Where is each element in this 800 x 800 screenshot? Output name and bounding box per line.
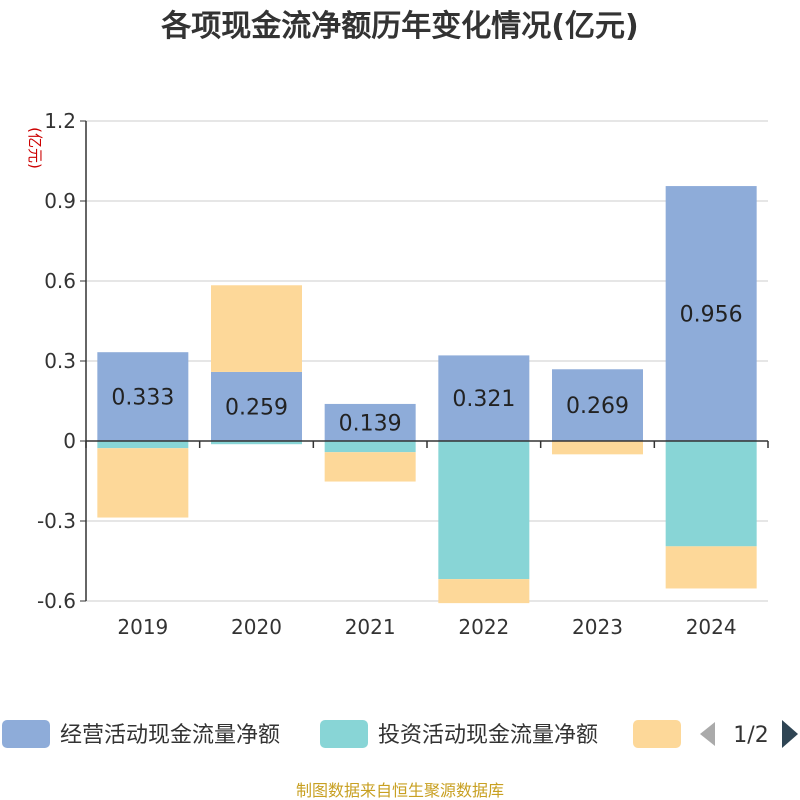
- legend-label-operating: 经营活动现金流量净额: [60, 723, 280, 748]
- bars: [97, 186, 757, 604]
- bar-financing-2023[interactable]: [552, 441, 643, 455]
- x-tick-label: 2023: [572, 615, 623, 639]
- data-label-2022: 0.321: [452, 387, 515, 412]
- data-label-2020: 0.259: [225, 395, 288, 420]
- bar-investing-2020[interactable]: [211, 441, 302, 445]
- legend-item-investing[interactable]: 投资活动现金流量净额: [320, 720, 598, 748]
- x-tick-label: 2022: [458, 615, 509, 639]
- bar-operating-2022[interactable]: [438, 355, 530, 441]
- legend-item-operating[interactable]: 经营活动现金流量净额: [2, 720, 280, 748]
- legend-swatch-investing: [320, 720, 368, 748]
- bar-financing-2021[interactable]: [324, 452, 416, 482]
- axes: 1.2 0.9 0.6 0.3 0 -0.3 -0.6 2019 2020 2021 2022 202…: [37, 109, 769, 639]
- bar-financing-2024[interactable]: [665, 546, 757, 589]
- y-tick-label: 0.9: [44, 189, 76, 213]
- bar-investing-2021[interactable]: [324, 441, 416, 453]
- legend-page-indicator: 1/2: [733, 723, 768, 748]
- chart-title: 各项现金流净额历年变化情况(亿元): [160, 9, 638, 44]
- y-tick-label: 0: [63, 429, 76, 453]
- legend-swatch-financing: [633, 720, 681, 748]
- grid: [86, 120, 768, 602]
- data-label-2021: 0.139: [339, 411, 402, 436]
- legend-item-financing[interactable]: [633, 720, 681, 748]
- bar-operating-2024[interactable]: [665, 186, 757, 441]
- data-label-2019: 0.333: [111, 386, 174, 411]
- bar-financing-2019[interactable]: [97, 448, 189, 518]
- x-tick-label: 2019: [117, 615, 168, 639]
- bar-investing-2019[interactable]: [97, 441, 189, 449]
- legend-swatch-operating: [2, 720, 50, 748]
- bar-financing-2022[interactable]: [438, 579, 530, 604]
- bar-investing-2022[interactable]: [438, 441, 530, 580]
- legend-next-page-arrow-icon[interactable]: [782, 720, 798, 748]
- source-note: 制图数据来自恒生聚源数据库: [296, 781, 504, 800]
- y-axis-unit: (亿元): [26, 127, 44, 169]
- bar-operating-2020[interactable]: [211, 371, 302, 441]
- y-tick-label: 1.2: [44, 109, 76, 133]
- bar-financing-2020[interactable]: [211, 285, 302, 372]
- bar-operating-2021[interactable]: [324, 403, 416, 441]
- bar-operating-2023[interactable]: [552, 369, 643, 441]
- data-label-2023: 0.269: [566, 394, 629, 419]
- bar-operating-2019[interactable]: [97, 352, 189, 441]
- y-tick-label: -0.3: [37, 509, 76, 533]
- y-tick-label: 0.3: [44, 349, 76, 373]
- x-tick-label: 2020: [231, 615, 282, 639]
- x-tick-label: 2024: [686, 615, 737, 639]
- data-labels: 0.333 0.259 0.139 0.321 0.269 0.956: [111, 303, 742, 437]
- legend-label-investing: 投资活动现金流量净额: [378, 723, 598, 748]
- legend-prev-page-arrow-icon[interactable]: [700, 722, 715, 746]
- y-tick-label: -0.6: [37, 589, 76, 613]
- data-label-2024: 0.956: [680, 303, 743, 328]
- x-tick-label: 2021: [345, 615, 396, 639]
- legend: 经营活动现金流量净额 投资活动现金流量净额 1/2: [2, 720, 798, 748]
- bar-investing-2024[interactable]: [665, 441, 757, 547]
- y-tick-label: 0.6: [44, 269, 76, 293]
